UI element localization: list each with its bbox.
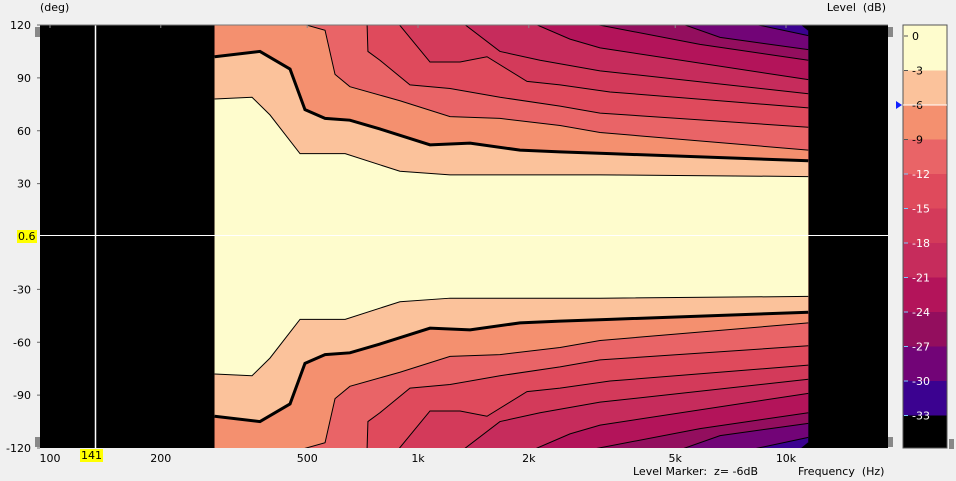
- x-tick-label: 10k: [776, 452, 797, 465]
- contour-line-9-lower: [304, 322, 809, 448]
- z-axis-unit: Level (dB): [826, 1, 886, 14]
- colorbar-label: -3: [912, 65, 923, 78]
- x-axis-unit: Frequency (Hz): [798, 465, 885, 478]
- colorbar-band: [903, 277, 947, 312]
- y-tick-label: 60: [17, 125, 31, 138]
- colorbar-band: [903, 105, 947, 140]
- x-tick-label: 500: [297, 452, 318, 465]
- x-tick-label: 5k: [669, 452, 683, 465]
- colorbar-band: [903, 415, 947, 448]
- contour-line-33-lower: [801, 442, 809, 448]
- contour-line-18-lower: [464, 378, 809, 448]
- x-tick-label: 1k: [411, 452, 425, 465]
- x-marker-label[interactable]: 141: [80, 449, 103, 462]
- level-marker-arrow-icon[interactable]: [896, 101, 902, 109]
- colorbar-band: [903, 139, 947, 174]
- contour-line-6-upper: [214, 49, 809, 163]
- y-marker-label[interactable]: 0.6: [17, 230, 37, 243]
- colorbar-label: -12: [912, 168, 930, 181]
- colorbar-handle[interactable]: [949, 439, 954, 449]
- colorbar-label: 0: [912, 30, 919, 43]
- x-tick-label: 100: [40, 452, 61, 465]
- contour-fills: [214, 25, 809, 448]
- contour-line-6-lower: [214, 310, 809, 424]
- x-tick-label: 2k: [522, 452, 536, 465]
- contour-line-24-upper: [596, 25, 809, 61]
- contour-line-24-lower: [596, 412, 809, 448]
- colorbar-label: -15: [912, 203, 930, 216]
- colorbar-border: [902, 24, 948, 449]
- contour-line-27-lower: [683, 422, 809, 448]
- colorbar-band: [903, 381, 947, 416]
- level-marker-readout: Level Marker: z= -6dB: [633, 465, 759, 478]
- colorbar-label: -27: [912, 341, 930, 354]
- colorbar-band: [903, 346, 947, 381]
- contour-line-3-lower: [214, 295, 809, 377]
- contour-line-12-upper: [366, 25, 809, 128]
- y-tick-label: -30: [13, 283, 31, 296]
- colorbar-band: [903, 25, 947, 71]
- contour-line-12-lower: [366, 345, 809, 448]
- contour-line-15-lower: [398, 364, 809, 448]
- contour-line-21-lower: [535, 392, 809, 448]
- contour-line-27-upper: [683, 25, 809, 51]
- y-axis-unit: (deg): [40, 1, 70, 14]
- colorbar-label: -21: [912, 272, 930, 285]
- y-scroll-handle-top[interactable]: [35, 27, 40, 37]
- contour-line-18-upper: [464, 25, 809, 95]
- y-tick-label: -120: [6, 442, 31, 455]
- contour-line-21-upper: [535, 25, 809, 81]
- x-tick-label: 200: [150, 452, 171, 465]
- colorbar-band: [903, 312, 947, 347]
- colorbar-label: -18: [912, 237, 930, 250]
- colorbar-band: [903, 208, 947, 243]
- contour-line-15-upper: [398, 25, 809, 109]
- y-tick-label: 120: [10, 19, 31, 32]
- plot-right-handle-bottom[interactable]: [888, 437, 893, 447]
- colorbar-band: [903, 70, 947, 105]
- colorbar-band: [903, 174, 947, 209]
- contour-line-9-upper: [304, 25, 809, 151]
- contour-line-33-upper: [801, 25, 809, 31]
- y-tick-label: -60: [13, 336, 31, 349]
- colorbar-label: -24: [912, 306, 930, 319]
- contour-band-3: [214, 97, 809, 376]
- colorbar-label: -9: [912, 134, 923, 147]
- y-tick-label: 90: [17, 72, 31, 85]
- plot-right-handle-top[interactable]: [888, 27, 893, 37]
- contour-line-3-upper: [214, 96, 809, 178]
- colorbar-label: -30: [912, 375, 930, 388]
- y-tick-label: 30: [17, 178, 31, 191]
- y-tick-label: -90: [13, 389, 31, 402]
- colorbar-band: [903, 243, 947, 278]
- y-scroll-handle-bottom[interactable]: [35, 437, 40, 447]
- contour-line-30-lower: [755, 436, 809, 448]
- colorbar-label: -33: [912, 410, 930, 423]
